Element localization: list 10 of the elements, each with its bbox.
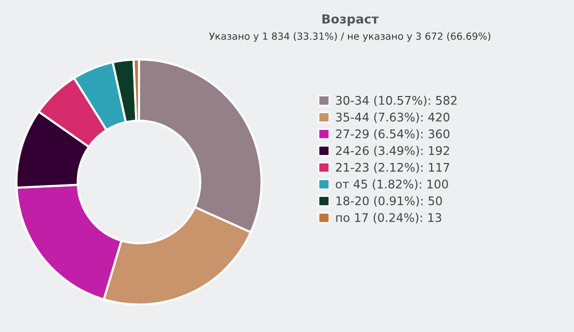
legend-label: 30-34 (10.57%): 582 — [336, 96, 457, 106]
legend-label: от 45 (1.82%): 100 — [336, 179, 448, 190]
legend-label: 35-44 (7.63%): 420 — [336, 112, 450, 123]
chart-subtitle: Указано у 1 834 (33.31%) / не указано у 3 672 (66.69%) — [209, 32, 490, 42]
legend-label: 21-23 (2.12%): 117 — [336, 162, 450, 174]
chart-title: Возраст — [322, 14, 379, 26]
legend-label: 18-20 (0.91%): 50 — [336, 196, 442, 207]
legend-label: 27-29 (6.54%): 360 — [336, 129, 450, 140]
legend-label: 24-26 (3.49%): 192 — [336, 146, 450, 156]
legend-label: по 17 (0.24%): 13 — [336, 212, 442, 224]
